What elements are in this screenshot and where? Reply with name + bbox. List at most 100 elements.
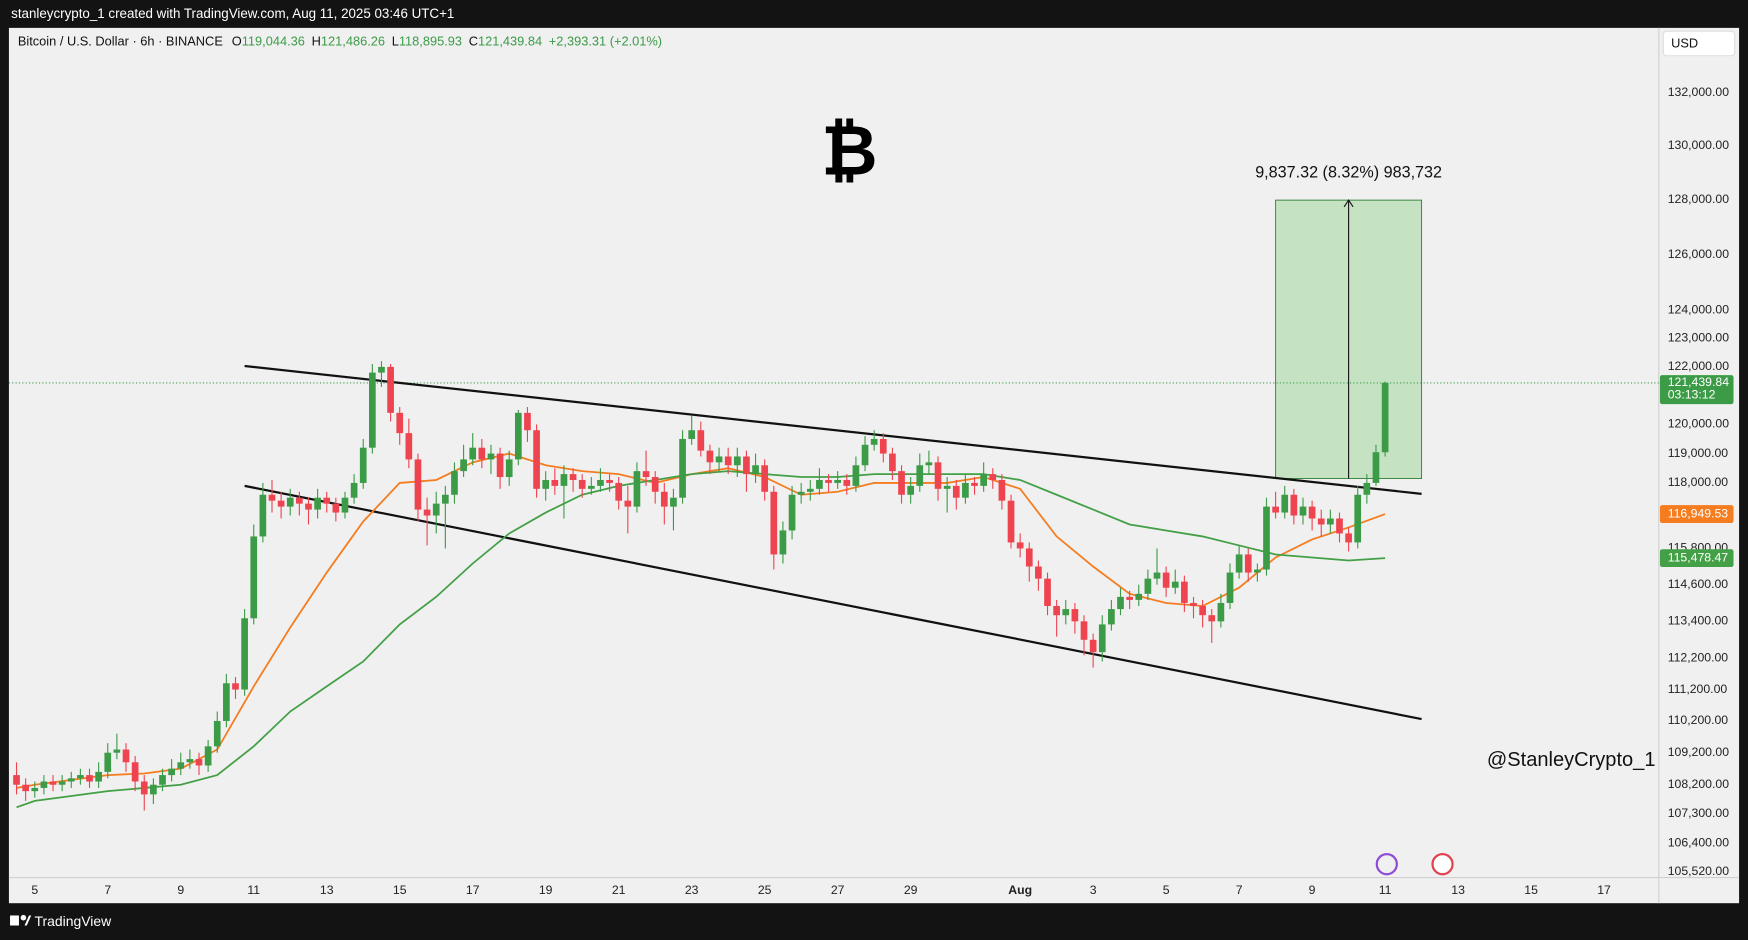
candle-body <box>159 775 166 785</box>
candle-body <box>989 474 997 480</box>
candle-body <box>524 412 531 431</box>
flag-icon[interactable] <box>1431 853 1454 876</box>
x-tick-label: 9 <box>177 883 184 897</box>
candle-body <box>432 503 440 516</box>
candle-body <box>825 479 832 483</box>
candle-body <box>1363 482 1371 495</box>
legend-key: H <box>312 34 321 49</box>
candle-body <box>122 749 130 763</box>
candle-body <box>925 462 933 466</box>
candle-body <box>13 775 20 785</box>
candle-body <box>1354 494 1362 543</box>
brand: TradingView <box>35 913 113 929</box>
candle-body <box>241 618 248 690</box>
y-tick-label: 109,200.00 <box>1668 745 1729 759</box>
y-tick-label: 119,000.00 <box>1668 446 1729 460</box>
candle-body <box>1053 606 1060 616</box>
candle-body <box>341 497 349 513</box>
y-tick-label: 111,200.00 <box>1668 682 1728 696</box>
candle-body <box>350 482 358 498</box>
candle-body <box>296 497 303 504</box>
bitcoin-glyph: ₿ <box>821 111 877 189</box>
x-tick-label: 13 <box>320 883 334 897</box>
candle-body <box>414 459 422 510</box>
x-tick-label: 21 <box>612 883 626 897</box>
candle-body <box>369 372 376 448</box>
legend-change: +2,393.31 (+2.01%) <box>549 34 662 49</box>
candle-body <box>168 768 175 776</box>
candle-body <box>58 781 66 785</box>
y-tick-label: 105,520.00 <box>1668 864 1729 878</box>
credit: stanleycrypto_1 created with TradingView… <box>11 6 454 21</box>
chart-pane <box>8 27 1740 904</box>
events-icon[interactable] <box>1375 853 1398 876</box>
candle-body <box>213 720 221 747</box>
candle-body <box>1108 609 1115 625</box>
trendline <box>244 484 1422 721</box>
candle-body <box>889 453 896 472</box>
x-tick-label: 17 <box>1597 883 1611 897</box>
y-tick-label: 130,000.00 <box>1668 138 1729 152</box>
candle-body <box>378 366 385 373</box>
x-tick-label: Aug <box>1008 883 1032 897</box>
x-tick-label: 11 <box>1379 883 1392 897</box>
candle-body <box>560 474 568 486</box>
legend-value: 119,044.36 <box>242 34 305 49</box>
candle-body <box>569 474 577 480</box>
candle-body <box>943 485 951 489</box>
candle-body <box>140 781 148 795</box>
candle-body <box>451 471 458 495</box>
candle-body <box>1025 548 1033 567</box>
x-tick-label: 15 <box>1524 883 1538 897</box>
measure-arrowhead <box>1343 199 1354 208</box>
candle-body <box>816 479 823 489</box>
candle-body <box>879 438 887 454</box>
candle-body <box>1199 606 1206 616</box>
candle-body <box>86 775 93 782</box>
candle-body <box>733 456 741 466</box>
x-tick-label: 29 <box>904 883 918 897</box>
candle-body <box>223 683 230 721</box>
candle-body <box>1336 518 1343 534</box>
candle-body <box>1098 624 1106 653</box>
candle-body <box>797 491 805 495</box>
candle-body <box>1089 639 1097 653</box>
candle-body <box>724 456 732 466</box>
candle-body <box>578 479 586 489</box>
candle-body <box>752 465 759 475</box>
legend-value: 121,439.84 <box>478 34 542 49</box>
candle-body <box>1071 609 1079 622</box>
candle-body <box>22 784 29 792</box>
legend-value: 118,895.93 <box>399 34 462 49</box>
candle-body <box>286 497 294 507</box>
legend-key: C <box>469 34 478 49</box>
y-tick-label: 107,300.00 <box>1668 806 1729 820</box>
candle-body <box>916 465 924 486</box>
candle-body <box>1254 569 1261 573</box>
candle-body <box>642 471 650 478</box>
candle-body <box>788 494 796 531</box>
candle-body <box>423 509 431 516</box>
candle-body <box>359 447 367 483</box>
legend-key: L <box>392 34 399 49</box>
candle-body <box>1144 578 1152 594</box>
candle-body <box>697 430 705 451</box>
candle-body <box>870 438 878 445</box>
y-tick-label: 118,000.00 <box>1668 475 1729 489</box>
currency-box[interactable] <box>1662 30 1736 57</box>
x-tick-label: 11 <box>247 883 260 897</box>
candle-body <box>660 491 668 507</box>
candle-body <box>1171 581 1179 588</box>
last-price-tag <box>1659 375 1734 405</box>
x-tick-label: 9 <box>1309 883 1316 897</box>
x-tick-label: 5 <box>31 883 38 897</box>
brand-logo-mark <box>24 915 32 926</box>
y-tick-label: 108,200.00 <box>1668 777 1729 791</box>
candle-body <box>1135 593 1143 600</box>
ma-price-label: 116,949.53 <box>1668 506 1729 520</box>
candle-body <box>277 500 285 507</box>
candle-body <box>268 494 276 501</box>
candle-body <box>1244 554 1252 573</box>
candle-body <box>1153 572 1161 579</box>
candle-body <box>77 775 84 779</box>
